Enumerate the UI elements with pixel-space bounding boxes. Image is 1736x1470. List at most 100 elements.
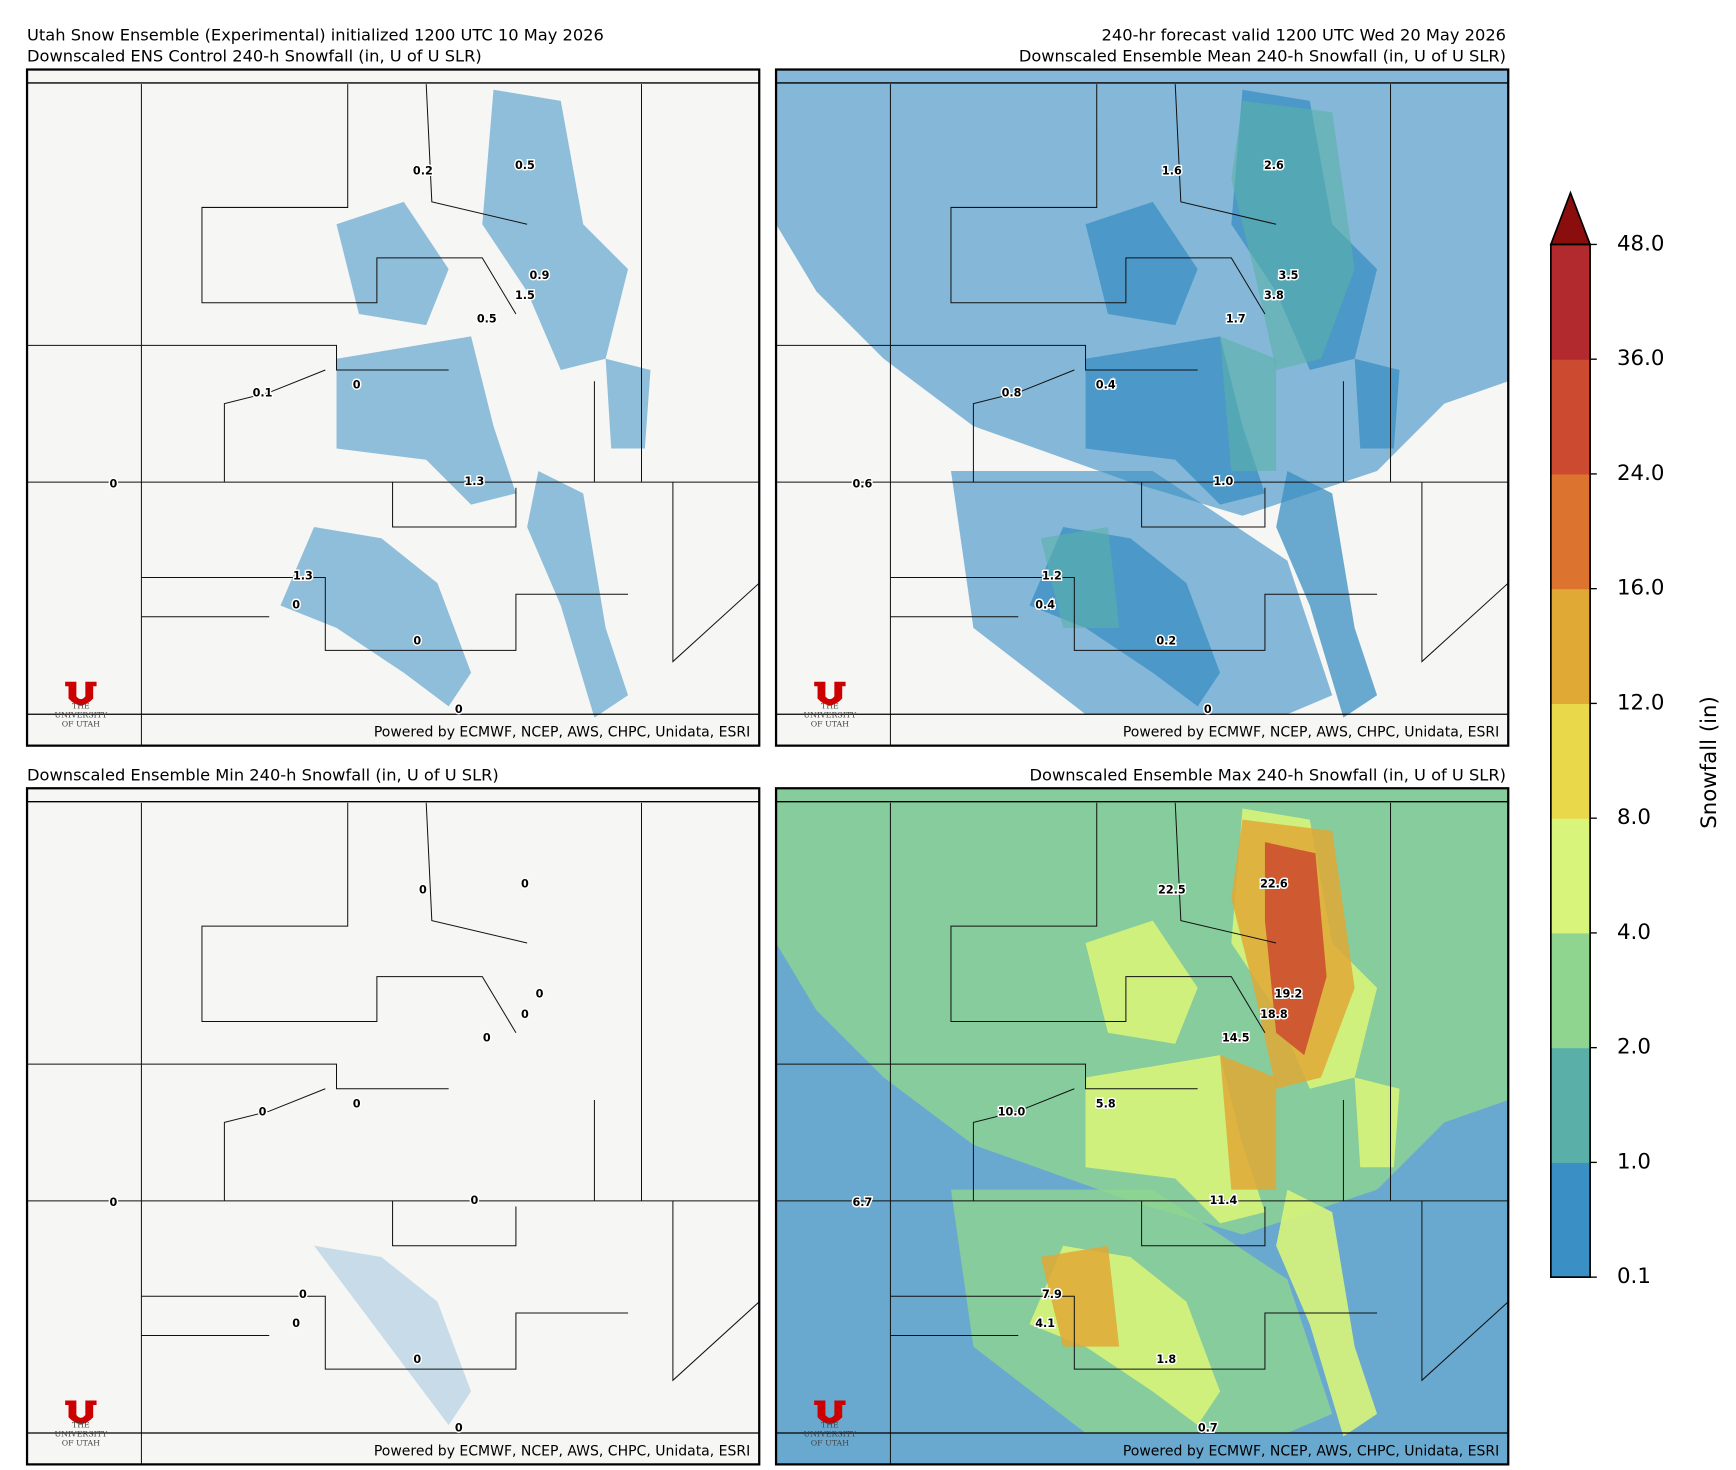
header-init: Utah Snow Ensemble (Experimental) initia… xyxy=(27,25,604,44)
map-background xyxy=(27,788,760,1465)
colorbar-label: Snowfall (in) xyxy=(1697,696,1722,829)
colorbar-tick-label: 0.1 xyxy=(1617,1264,1651,1289)
point-label: 0.4 xyxy=(1096,379,1116,392)
point-label: 0 xyxy=(413,634,421,647)
colorbar-segment xyxy=(1550,473,1591,590)
logo-text: UNIVERSITY xyxy=(55,711,108,720)
colorbar-segment xyxy=(1550,1047,1591,1163)
point-label: 5.8 xyxy=(1096,1097,1116,1110)
panel-title: Downscaled ENS Control 240-h Snowfall (i… xyxy=(27,47,482,66)
point-label: 1.2 xyxy=(1042,569,1062,582)
colorbar-segment xyxy=(1550,244,1591,360)
snow-area xyxy=(1040,527,1120,628)
colorbar-segment xyxy=(1550,588,1591,704)
point-label: 10.0 xyxy=(998,1105,1026,1118)
snow-area xyxy=(605,358,651,449)
point-label: 3.8 xyxy=(1264,289,1284,302)
point-label: 3.5 xyxy=(1279,269,1299,282)
border-line xyxy=(890,1295,1378,1370)
point-label: 11.4 xyxy=(1210,1194,1238,1207)
border-line xyxy=(27,344,449,371)
snow-area xyxy=(336,336,516,505)
snow-area xyxy=(482,89,629,371)
point-label: 14.5 xyxy=(1222,1031,1250,1044)
map-panel xyxy=(25,787,761,1466)
snow-area xyxy=(314,1245,472,1426)
colorbar-tick-label: 12.0 xyxy=(1617,690,1664,715)
panel-frame xyxy=(25,68,761,747)
border-line xyxy=(201,802,517,1033)
panel-frame xyxy=(25,787,761,1466)
snow-area xyxy=(1220,1055,1277,1190)
point-label: 0.7 xyxy=(1198,1422,1218,1435)
point-label: 6.7 xyxy=(852,1196,872,1209)
border-line xyxy=(972,1088,1075,1201)
border-line xyxy=(223,369,326,483)
point-label: 1.7 xyxy=(1226,313,1246,326)
point-label: 0 xyxy=(455,1422,463,1435)
panel-frame xyxy=(774,787,1510,1466)
panel-title: Downscaled Ensemble Min 240-h Snowfall (… xyxy=(27,765,499,784)
point-label: 1.3 xyxy=(293,569,313,582)
point-label: 1.6 xyxy=(1162,165,1182,178)
snow-area xyxy=(1354,1077,1400,1168)
border-line xyxy=(776,1063,1198,1090)
point-label: 0.2 xyxy=(413,165,433,178)
logo-text: OF UTAH xyxy=(811,720,849,729)
logo-text: THE xyxy=(821,1420,839,1429)
logo-mark xyxy=(65,681,97,706)
colorbar-segment xyxy=(1550,359,1591,475)
snow-field xyxy=(27,802,760,1465)
panel-title: Downscaled Ensemble Mean 240-h Snowfall … xyxy=(1019,47,1506,66)
logo-text: OF UTAH xyxy=(62,720,100,729)
snow-area xyxy=(336,201,449,326)
point-label: 2.6 xyxy=(1264,159,1284,172)
point-label: 0 xyxy=(521,878,529,891)
snow-area xyxy=(1085,920,1198,1044)
logo-text: UNIVERSITY xyxy=(55,1429,108,1438)
point-label: 4.1 xyxy=(1035,1317,1055,1330)
snow-area xyxy=(1231,100,1355,371)
border-line xyxy=(890,576,1378,651)
snow-area xyxy=(1085,336,1265,505)
border-line xyxy=(141,1295,629,1370)
point-label: 1.5 xyxy=(515,289,535,302)
logo-text: THE xyxy=(821,702,839,711)
point-label: 0 xyxy=(419,883,427,896)
border-line xyxy=(776,344,1198,371)
point-label: 0 xyxy=(455,703,463,716)
snow-field xyxy=(776,69,1509,746)
border-line xyxy=(972,369,1075,483)
credit: Powered by ECMWF, NCEP, AWS, CHPC, Unida… xyxy=(374,725,750,741)
colorbar-segment xyxy=(1550,1162,1591,1278)
snow-area xyxy=(1220,336,1277,471)
point-label: 0 xyxy=(353,379,361,392)
logo-text: THE xyxy=(72,1420,90,1429)
colorbar-extend xyxy=(1549,190,1592,246)
border-line xyxy=(672,1200,760,1382)
border-line xyxy=(1141,482,1266,528)
point-label: 0.8 xyxy=(1002,387,1022,400)
point-label: 1.8 xyxy=(1156,1353,1176,1366)
panel-frame xyxy=(774,68,1510,747)
logo-text: OF UTAH xyxy=(62,1438,100,1447)
point-label: 0 xyxy=(259,1105,267,1118)
point-label: 0.2 xyxy=(1156,634,1176,647)
colorbar-frame xyxy=(1550,243,1591,1278)
point-label: 0 xyxy=(413,1353,421,1366)
point-label: 1.0 xyxy=(1214,475,1234,488)
colorbar-segment xyxy=(1550,703,1591,819)
snow-area xyxy=(1264,842,1327,1056)
point-label: 19.2 xyxy=(1275,988,1303,1001)
logo-mark xyxy=(65,1400,97,1425)
snow-field xyxy=(776,788,1509,1465)
snow-area xyxy=(1085,1055,1265,1224)
colorbar-tick-label: 48.0 xyxy=(1617,231,1664,256)
point-label: 0 xyxy=(109,477,117,490)
border-line xyxy=(201,84,517,315)
border-line xyxy=(27,1063,449,1090)
point-label: 0 xyxy=(292,1317,300,1330)
logo-mark xyxy=(814,681,846,706)
